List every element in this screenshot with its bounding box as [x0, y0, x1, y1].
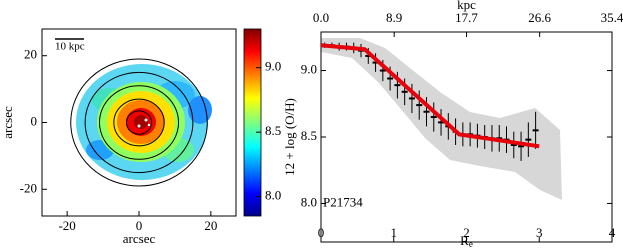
x2-axis-label: kpc: [457, 0, 476, 12]
y-tick-label: -20: [20, 180, 37, 195]
y-axis-label: 12 + log (O/H): [282, 98, 297, 176]
x-tick-label: 0: [318, 225, 325, 240]
annulus: [84, 71, 194, 174]
colorbar: [243, 28, 262, 217]
scale-bar-label: 10 kpc: [55, 41, 85, 53]
y-tick-label: 0: [31, 113, 38, 128]
annulus: [70, 58, 208, 187]
x-axis-label-subscript: e: [469, 239, 473, 249]
x2-tick-label: 0.0: [313, 10, 329, 25]
annulus: [113, 98, 165, 147]
annulus: [98, 85, 180, 160]
x-axis-label: arcsec: [123, 231, 156, 246]
x2-tick-label: 17.7: [455, 10, 478, 25]
colorbar-tick-label: 9.0: [265, 59, 281, 74]
annotation: P21734: [323, 194, 363, 209]
y-tick-label: 8.5: [301, 128, 317, 143]
x-axis-label-main: R: [460, 233, 469, 248]
x-tick-label: -20: [58, 218, 75, 233]
x2-tick-label: 35.4: [601, 10, 623, 25]
annulus: [125, 110, 153, 135]
x-tick-label: 0: [136, 218, 143, 233]
colorbar-tick-label: 8.5: [265, 123, 281, 138]
y-tick-label: 20: [24, 47, 37, 62]
x-axis-label: Re: [460, 233, 473, 249]
x-tick-label: 3: [536, 225, 543, 240]
y-tick-label: 8.0: [301, 194, 317, 209]
colorbar-tick-label: 8.0: [265, 188, 281, 203]
y-axis-label: arcsec: [0, 106, 15, 139]
x-tick-label: 1: [391, 225, 398, 240]
x-tick-label: 20: [204, 218, 217, 233]
x-tick-label: 2: [463, 225, 470, 240]
x2-tick-label: 8.9: [386, 10, 402, 25]
fit-line: [320, 43, 540, 149]
y-tick-label: 9.0: [301, 62, 317, 77]
x2-tick-label: 26.6: [528, 10, 551, 25]
x-tick-label: 4: [609, 225, 616, 240]
